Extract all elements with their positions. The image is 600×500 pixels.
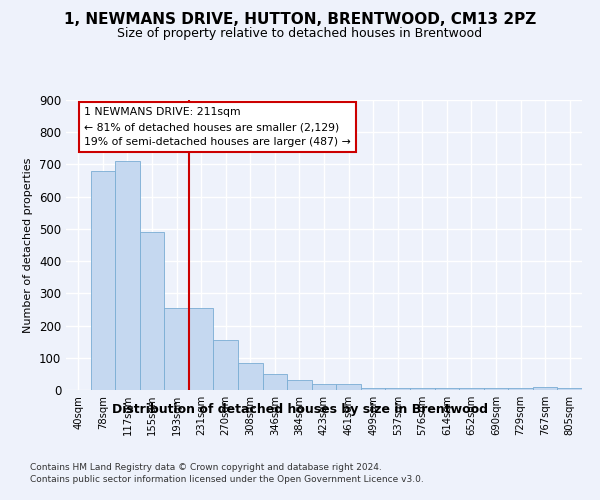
Bar (385, 388, 410, 390)
Y-axis label: Number of detached properties: Number of detached properties (23, 158, 34, 332)
Bar (434, 388, 459, 390)
Bar (189, 308, 214, 390)
Bar (533, 387, 557, 390)
Bar (336, 384, 361, 390)
Bar (484, 388, 508, 390)
Bar (459, 388, 484, 390)
Bar (140, 232, 164, 390)
Text: 1, NEWMANS DRIVE, HUTTON, BRENTWOOD, CM13 2PZ: 1, NEWMANS DRIVE, HUTTON, BRENTWOOD, CM1… (64, 12, 536, 28)
Text: Size of property relative to detached houses in Brentwood: Size of property relative to detached ho… (118, 28, 482, 40)
Bar (115, 161, 140, 390)
Bar (164, 308, 189, 390)
Bar (508, 388, 533, 390)
Text: Contains HM Land Registry data © Crown copyright and database right 2024.: Contains HM Land Registry data © Crown c… (30, 464, 382, 472)
Bar (238, 362, 263, 390)
Bar (361, 388, 385, 390)
Bar (557, 388, 582, 390)
Text: 1 NEWMANS DRIVE: 211sqm
← 81% of detached houses are smaller (2,129)
19% of semi: 1 NEWMANS DRIVE: 211sqm ← 81% of detache… (84, 108, 351, 147)
Text: Distribution of detached houses by size in Brentwood: Distribution of detached houses by size … (112, 402, 488, 415)
Bar (263, 374, 287, 390)
Bar (287, 380, 312, 390)
Bar (410, 388, 434, 390)
Bar (91, 171, 115, 390)
Bar (312, 384, 336, 390)
Bar (214, 340, 238, 390)
Text: Contains public sector information licensed under the Open Government Licence v3: Contains public sector information licen… (30, 475, 424, 484)
